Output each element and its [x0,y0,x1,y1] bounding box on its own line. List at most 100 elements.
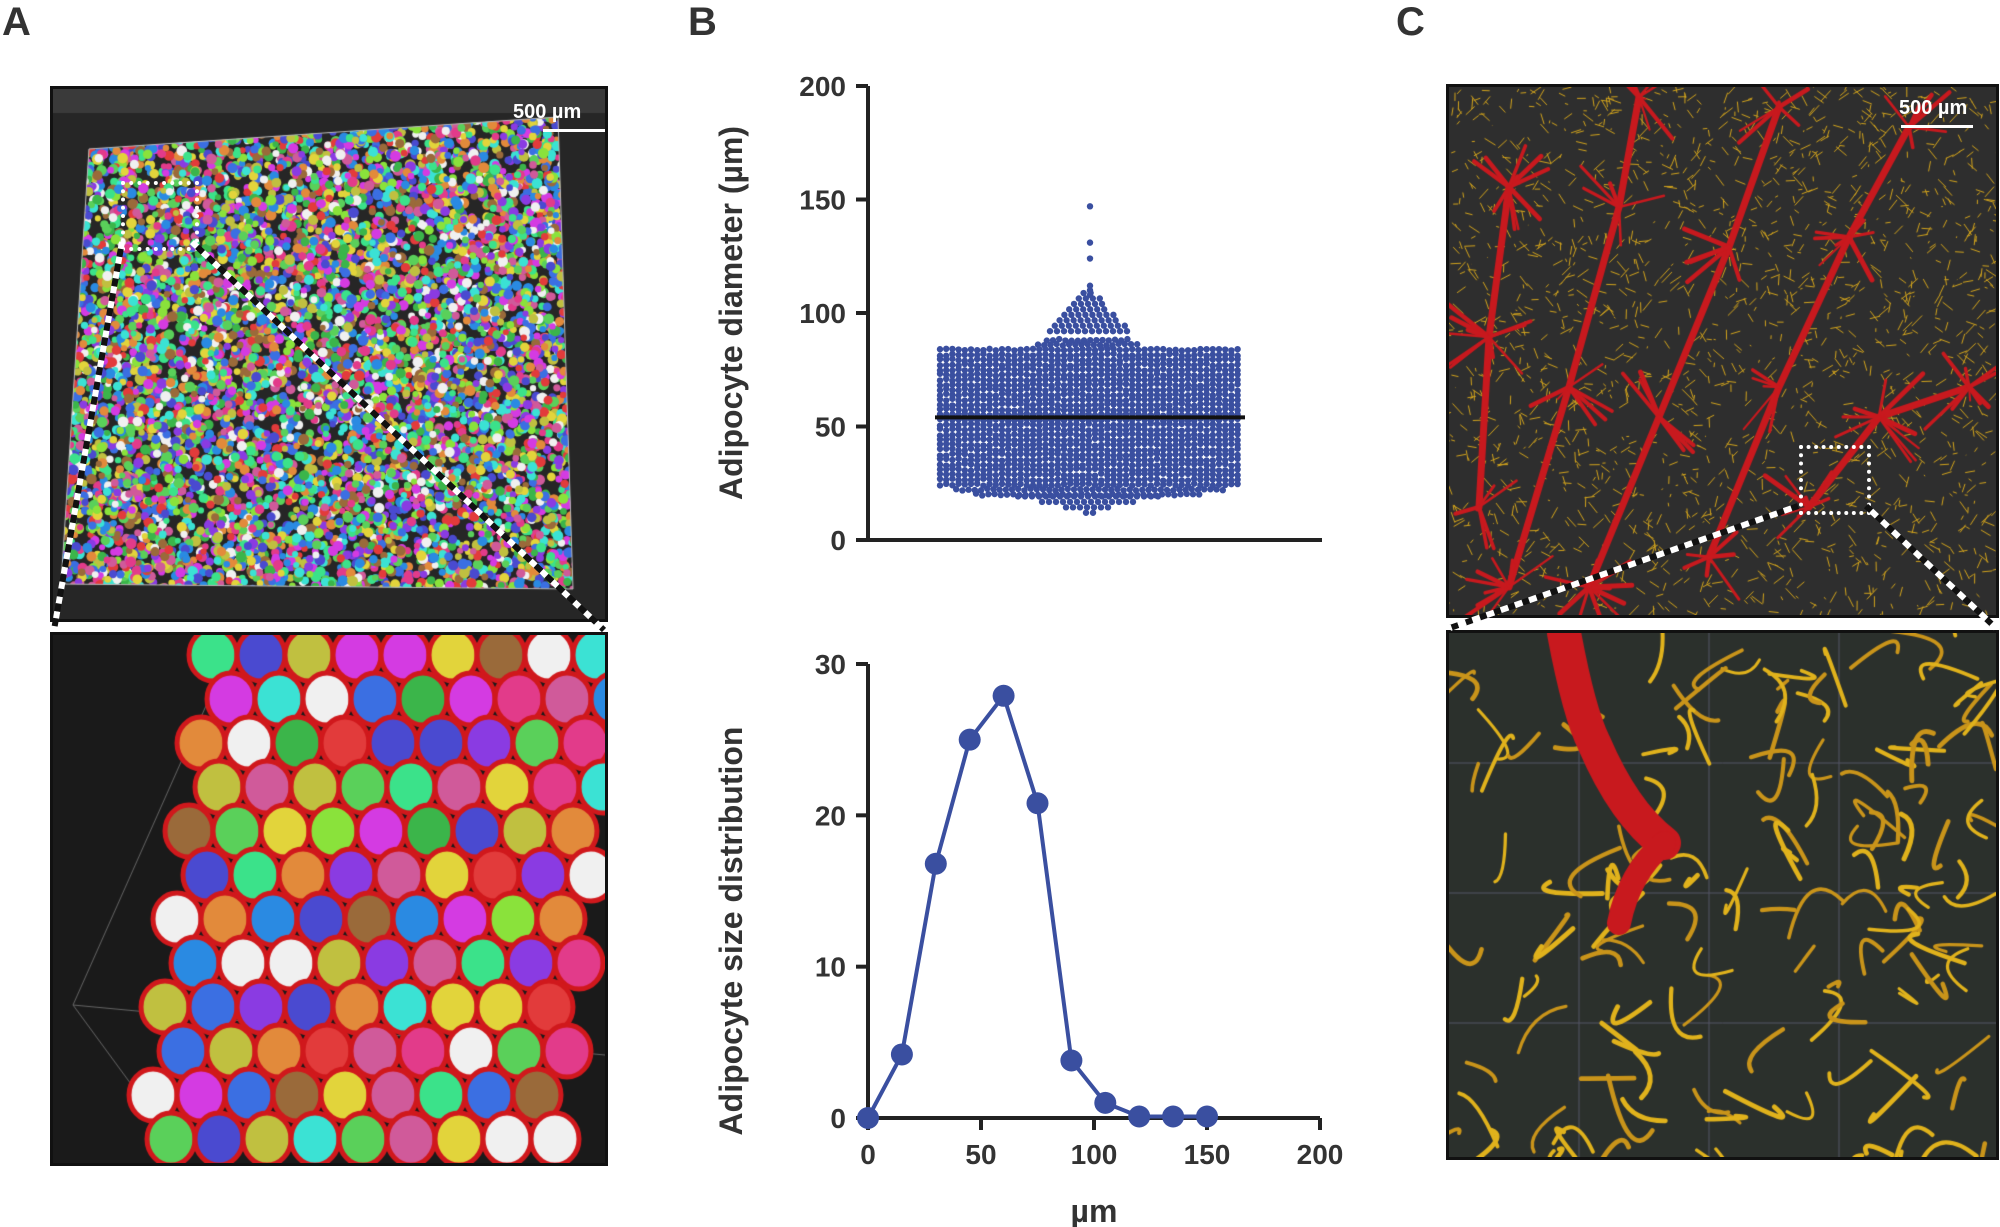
data-point [1197,471,1204,479]
data-point [1023,382,1030,389]
data-point [1098,317,1105,324]
data-point [1091,472,1099,479]
data-point [1222,431,1229,439]
data-point [943,402,950,409]
vessel-network-canvas [1449,87,1996,615]
data-point [1147,427,1154,434]
data-point [1222,467,1229,474]
data-point [1228,435,1235,442]
data-point [1085,427,1092,434]
data-point [1082,311,1089,319]
data-point [1099,336,1106,344]
data-point [1129,436,1136,443]
data-point [1085,451,1092,458]
y-tick-label-distribution: 10 [815,952,846,983]
data-point [949,440,956,447]
data-point [1191,475,1198,483]
data-point [1023,345,1030,353]
data-point [1077,493,1085,500]
adipocyte-mosaic-canvas [53,89,605,619]
data-point [1160,426,1167,434]
data-point [1178,392,1185,399]
data-point [1054,456,1061,464]
data-point [1129,482,1136,489]
data-point [986,426,993,434]
data-point [1060,437,1068,444]
data-point [980,467,987,474]
data-point [1121,322,1128,329]
data-point [986,451,993,458]
data-point [1073,431,1080,439]
data-point [1178,406,1185,413]
data-point [1029,356,1037,364]
data-point [949,345,956,353]
data-point [949,350,956,358]
data-point [1029,427,1037,434]
data-point [1147,406,1154,413]
data-point [967,441,975,449]
data-point [1060,372,1068,379]
data-point [1203,395,1210,403]
data-point [1228,440,1235,448]
data-point [974,370,981,378]
data-point [1060,386,1068,394]
data-point [961,467,968,474]
data-point [1054,436,1061,444]
data-point [1017,456,1024,464]
data-point [1028,493,1036,500]
data-point [1014,493,1022,500]
data-point [943,352,950,359]
data-point [1073,381,1080,388]
data-point [1135,476,1142,484]
data-point [1197,366,1204,374]
data-point [1073,372,1080,379]
data-point [1147,366,1154,374]
data-point [1029,376,1037,384]
data-point [986,475,993,483]
data-point [943,390,950,398]
data-point [1058,486,1065,493]
data-point [1079,432,1086,439]
data-point [1112,493,1120,500]
data-point [1147,437,1154,444]
data-point [1215,362,1223,369]
data-point [1085,366,1092,373]
data-point [1073,452,1080,459]
data-point [1129,376,1136,384]
distribution-line [866,691,1207,1119]
data-point [1135,467,1142,474]
data-point [1203,406,1210,413]
data-point [1042,435,1049,443]
data-point [1153,386,1161,394]
data-point [1209,425,1216,433]
data-point [1105,317,1112,324]
data-point [998,406,1006,414]
data-point [943,366,950,374]
y-tick-label-diameter: 200 [799,71,846,102]
data-point [1215,372,1223,379]
scale-bar-c [1901,125,1973,128]
data-point [1166,461,1173,468]
data-point [1184,352,1192,359]
data-point [1096,341,1104,349]
data-point [955,371,962,378]
data-point [1056,493,1064,500]
data-point [1153,376,1161,383]
data-point [967,381,975,389]
data-point [1129,456,1136,463]
data-point [1203,427,1210,434]
data-point [1153,466,1161,473]
distribution-point [1162,1105,1185,1128]
x-tick-label-distribution: 200 [1297,1139,1344,1170]
data-point [1160,381,1167,388]
data-point [1129,476,1136,483]
data-point [1029,395,1037,402]
data-point [967,467,975,474]
distribution-point [1026,792,1049,815]
data-point [1073,498,1081,506]
outlier-point [1086,291,1094,299]
data-point [1215,421,1223,429]
data-point [1122,476,1130,484]
data-point [1197,466,1204,474]
data-point [1060,427,1068,434]
